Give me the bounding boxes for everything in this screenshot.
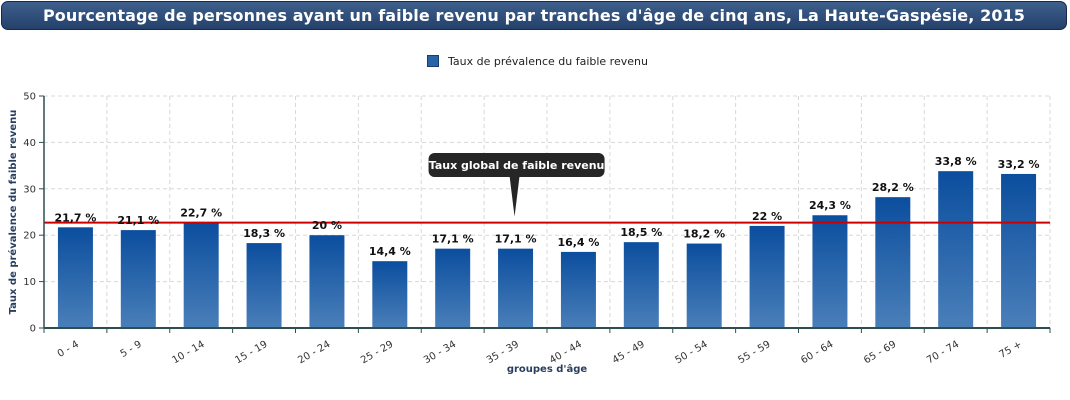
bar[interactable]: [1001, 173, 1037, 328]
x-tick-label: 5 - 9: [119, 339, 144, 360]
x-tick-label: 30 - 34: [422, 339, 458, 366]
legend[interactable]: Taux de prévalence du faible revenu: [427, 53, 648, 69]
bar[interactable]: [183, 222, 219, 328]
bar[interactable]: [246, 243, 282, 328]
x-tick-label: 45 - 49: [611, 339, 647, 366]
y-tick-label: 30: [23, 184, 36, 195]
data-label: 22 %: [752, 210, 782, 223]
data-label: 17,1 %: [432, 233, 474, 246]
bar[interactable]: [560, 251, 596, 328]
bar[interactable]: [435, 248, 471, 328]
bar[interactable]: [120, 230, 156, 328]
grid: [44, 95, 1051, 328]
reference-callout: [428, 153, 605, 177]
x-tick-label: 60 - 64: [799, 339, 835, 366]
x-tick-label: 40 - 44: [548, 339, 584, 366]
legend-label: Taux de prévalence du faible revenu: [448, 54, 648, 68]
x-tick-label: 70 - 74: [925, 339, 961, 366]
axes: [39, 95, 1051, 333]
x-tick-label: 15 - 19: [233, 339, 269, 366]
data-label: 20 %: [312, 219, 342, 232]
x-tick-label: 25 - 29: [359, 339, 395, 366]
data-label: 21,7 %: [54, 211, 96, 224]
chart-title: Pourcentage de personnes ayant un faible…: [1, 1, 1067, 30]
x-tick-label: 10 - 14: [171, 339, 207, 366]
y-tick-label: 10: [23, 277, 36, 288]
y-tick-label: 0: [30, 324, 36, 335]
x-axis-title: groupes d'âge: [507, 363, 588, 375]
bar[interactable]: [623, 242, 659, 328]
data-label: 16,4 %: [557, 236, 599, 249]
bar[interactable]: [875, 197, 911, 328]
bar[interactable]: [309, 235, 345, 328]
data-label: 24,3 %: [809, 199, 851, 212]
x-tick-label: 65 - 69: [862, 339, 898, 366]
data-label: 18,3 %: [243, 227, 285, 240]
x-tick-label: 55 - 59: [736, 339, 772, 366]
bar[interactable]: [686, 243, 722, 328]
callout-pointer: [509, 176, 520, 217]
bar[interactable]: [498, 248, 534, 328]
legend-swatch: [427, 55, 439, 67]
data-label: 18,2 %: [683, 228, 725, 241]
data-label: 18,5 %: [620, 226, 662, 239]
data-label: 22,7 %: [180, 207, 222, 220]
y-axis-title: Taux de prévalence du faible revenu: [7, 110, 19, 315]
data-label: 33,8 %: [935, 155, 977, 168]
x-tick-label: 50 - 54: [674, 339, 710, 366]
bars: [57, 171, 1037, 328]
data-label: 28,2 %: [872, 181, 914, 194]
bar[interactable]: [57, 227, 93, 328]
bar[interactable]: [938, 171, 974, 328]
y-tick-label: 40: [23, 138, 36, 149]
x-tick-label: 20 - 24: [296, 339, 332, 366]
bar[interactable]: [812, 215, 848, 328]
x-tick-label: 75 +: [998, 339, 1025, 361]
x-tick-label: 0 - 4: [56, 339, 81, 360]
data-label: 21,1 %: [117, 214, 159, 227]
reference-layer: Taux global de faible revenu: [44, 153, 1050, 224]
data-label: 14,4 %: [369, 245, 411, 258]
data-label: 17,1 %: [495, 233, 537, 246]
reference-label: Taux global de faible revenu: [429, 159, 605, 172]
bar[interactable]: [372, 261, 408, 328]
x-tick-label: 35 - 39: [485, 339, 521, 366]
y-tick-label: 20: [23, 231, 36, 242]
bar[interactable]: [749, 225, 785, 328]
y-tick-label: 50: [23, 92, 36, 103]
data-label: 33,2 %: [998, 158, 1040, 171]
